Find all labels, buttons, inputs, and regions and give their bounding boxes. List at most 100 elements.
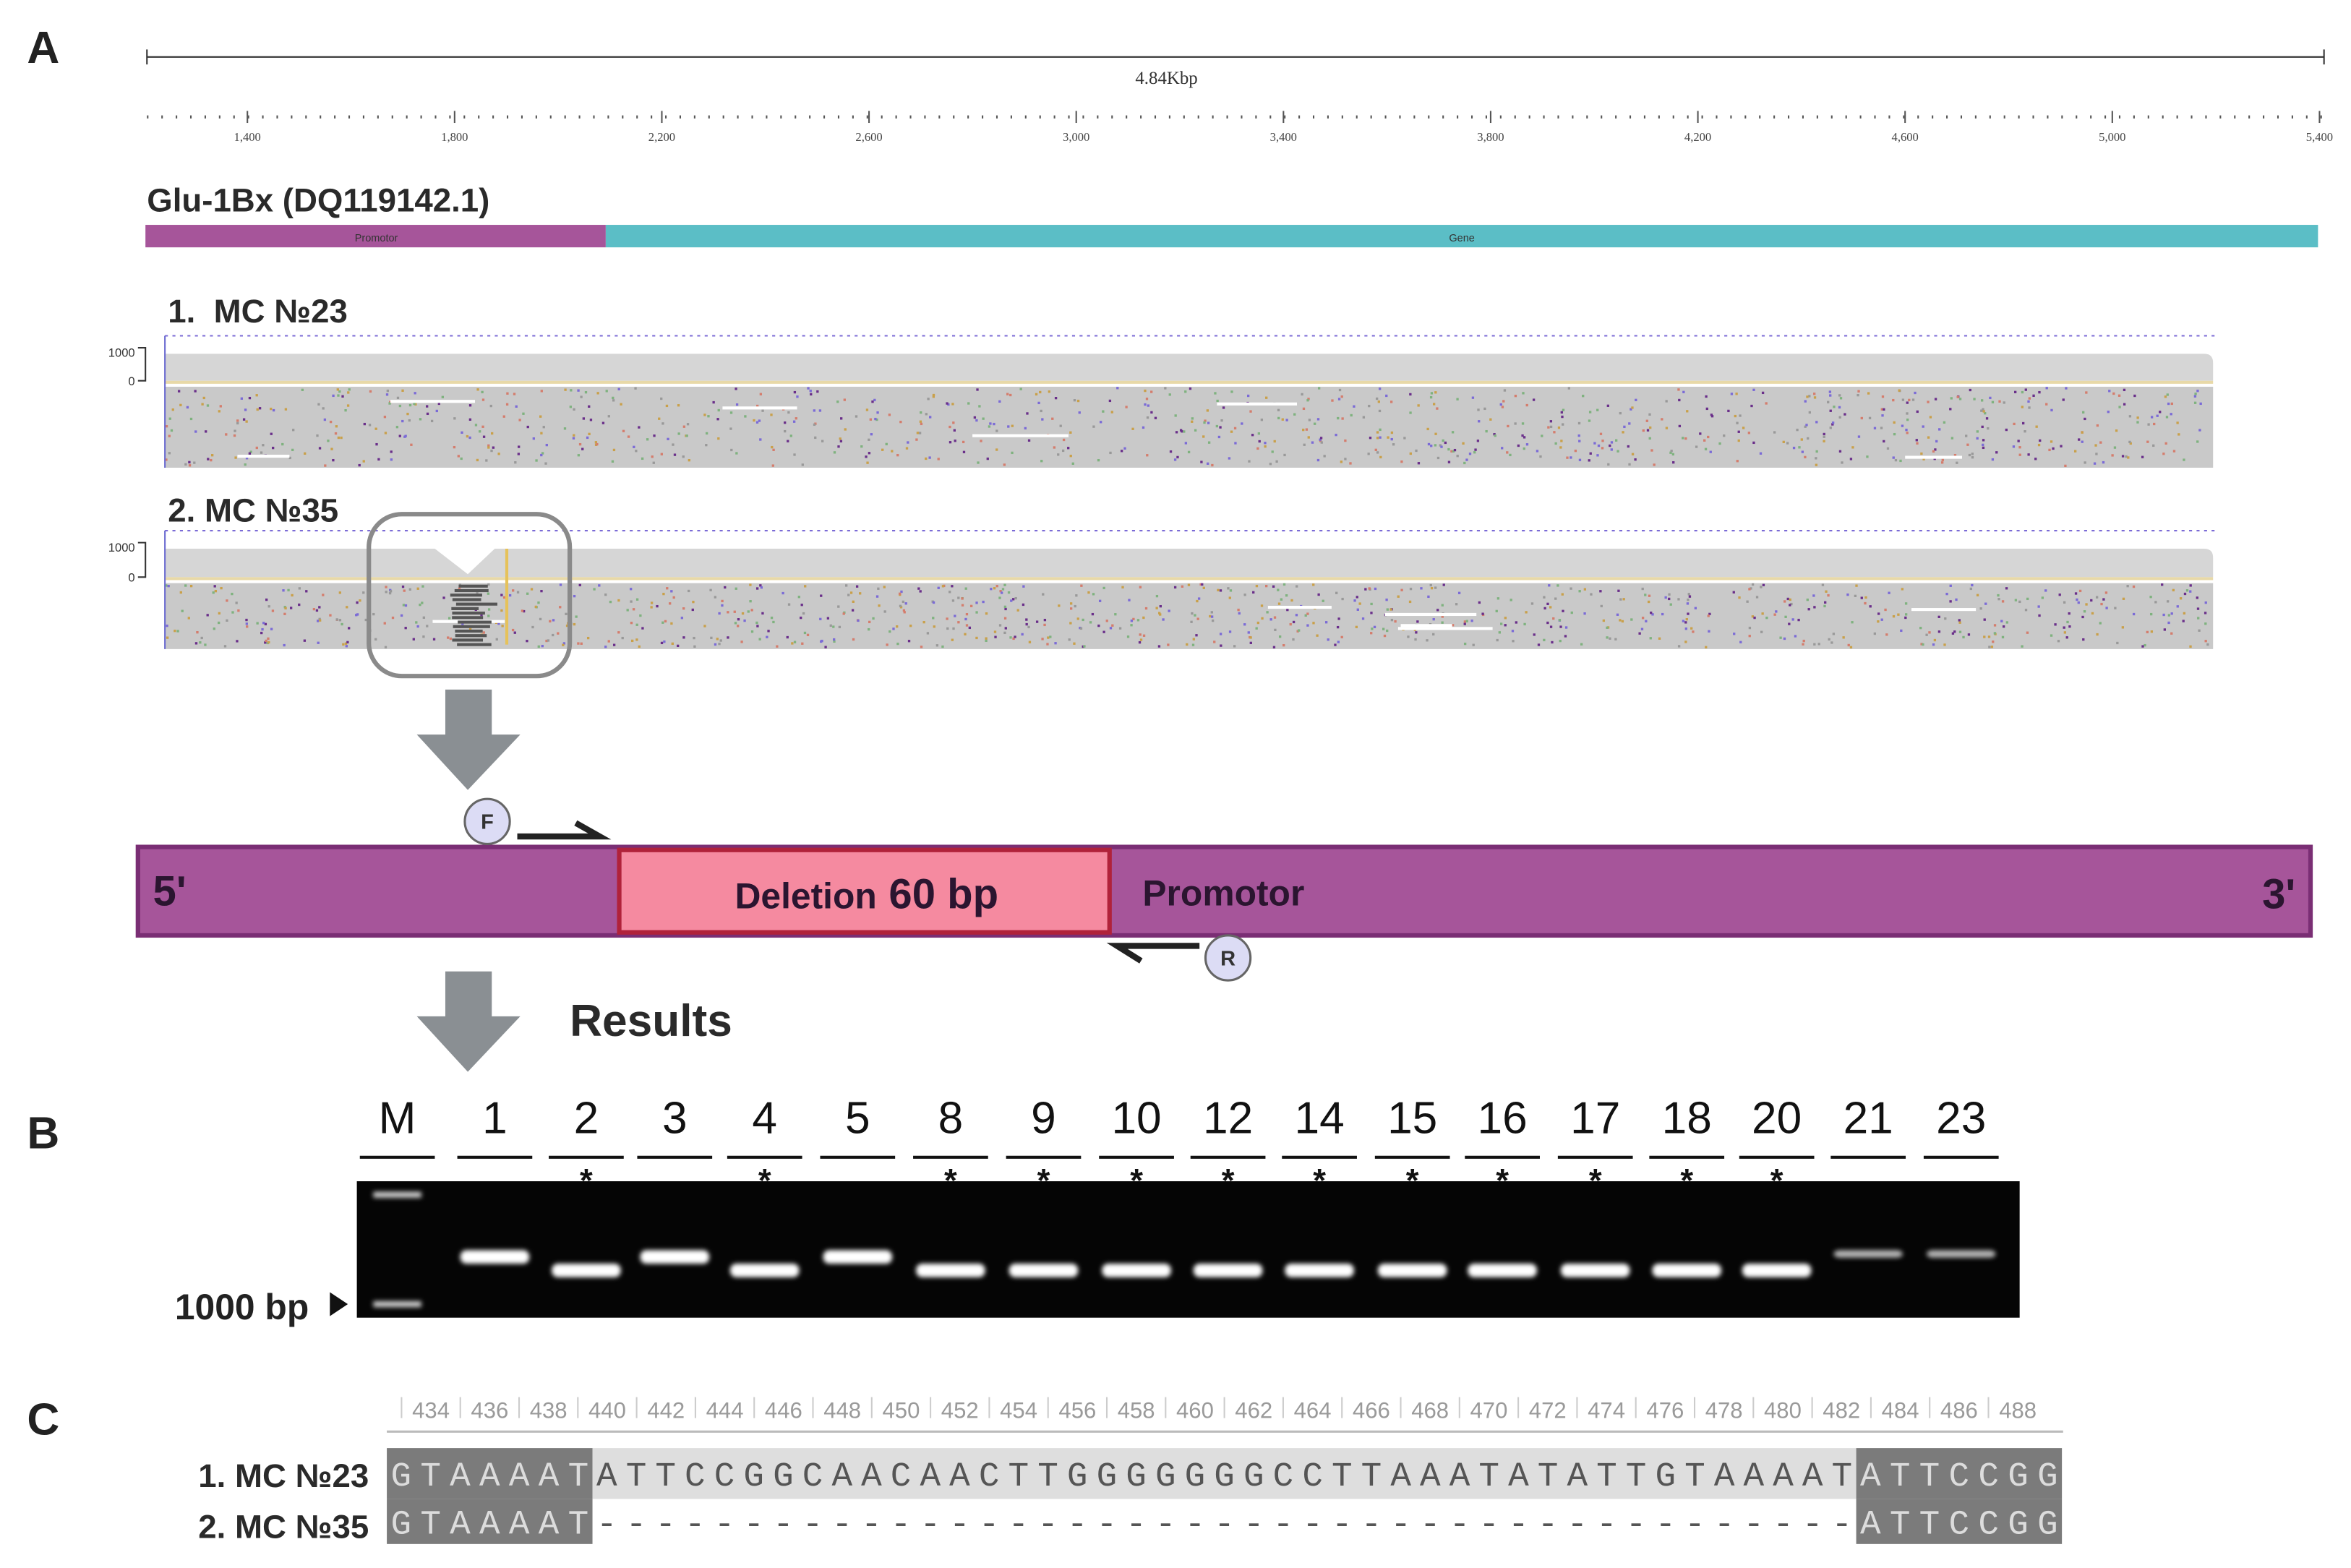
read-noise: [453, 445, 456, 449]
read-noise: [883, 610, 886, 613]
read-noise: [787, 411, 790, 414]
read-noise: [852, 600, 855, 603]
read-noise: [244, 463, 247, 466]
read-noise: [2204, 612, 2207, 614]
read-noise: [1241, 422, 1243, 425]
read-noise: [2082, 411, 2085, 414]
read-noise: [480, 613, 483, 617]
read-noise: [165, 458, 168, 461]
read-noise: [2114, 607, 2117, 609]
read-noise: [2128, 415, 2132, 418]
read-noise: [797, 596, 800, 599]
read-noise: [638, 426, 641, 429]
read-noise: [1414, 638, 1417, 641]
read-noise: [712, 400, 715, 404]
read-noise: [1567, 387, 1570, 390]
gel-band: [1193, 1264, 1263, 1277]
read-noise: [1280, 598, 1283, 601]
lane-label: 10: [1111, 1094, 1161, 1144]
read-noise: [1578, 590, 1581, 593]
read-noise: [526, 425, 529, 429]
read-noise: [1409, 587, 1413, 591]
read-noise: [650, 606, 653, 609]
deletion-read: [451, 607, 479, 610]
read-noise: [1983, 635, 1986, 638]
read-noise: [1786, 597, 1789, 601]
read-noise: [492, 446, 495, 449]
read-noise: [1543, 607, 1546, 610]
read-noise: [338, 591, 341, 594]
read-noise: [957, 621, 960, 624]
read-noise: [1982, 408, 1984, 411]
read-noise: [859, 592, 862, 595]
read-noise: [1622, 598, 1625, 601]
lane-label: 12: [1203, 1094, 1253, 1144]
read-noise: [951, 403, 954, 406]
lane-mark: *: [1770, 1162, 1783, 1199]
read-noise: [915, 438, 918, 441]
read-noise: [761, 612, 764, 615]
read-noise: [1049, 635, 1052, 638]
lane-mark: *: [580, 1162, 593, 1199]
read-noise: [1278, 635, 1282, 638]
read-noise: [2091, 612, 2094, 615]
sequence-block: [1856, 1448, 2063, 1499]
read-noise: [1831, 421, 1835, 424]
read-noise: [1578, 458, 1582, 461]
read-noise: [1915, 439, 1918, 442]
read-noise: [334, 432, 338, 435]
read-noise: [771, 445, 774, 449]
read-noise: [196, 630, 199, 634]
read-noise: [2066, 620, 2069, 624]
read-noise: [2021, 645, 2024, 648]
read-noise: [404, 434, 407, 437]
read-noise: [2153, 422, 2156, 426]
read-noise: [184, 584, 187, 587]
read-noise: [2136, 416, 2139, 419]
marker-label: 1000 bp: [175, 1287, 309, 1327]
read-noise: [1181, 585, 1184, 588]
read-noise: [1640, 627, 1644, 630]
read-noise: [1981, 425, 1984, 429]
read-noise: [2085, 603, 2088, 606]
read-noise: [964, 633, 967, 635]
read-noise: [2204, 640, 2207, 643]
read-noise: [2005, 621, 2008, 624]
read-noise: [961, 597, 964, 600]
read-noise: [1207, 421, 1210, 424]
read-noise: [1174, 414, 1177, 417]
read-noise: [2039, 439, 2042, 442]
read-noise: [999, 590, 1002, 593]
read-noise: [511, 628, 515, 632]
read-noise: [281, 442, 284, 446]
read-noise: [1684, 621, 1687, 624]
read-noise: [1082, 618, 1084, 622]
read-noise: [1661, 418, 1663, 421]
read-noise: [819, 617, 822, 620]
read-noise: [1730, 393, 1734, 395]
read-noise: [948, 441, 952, 444]
read-noise: [1206, 409, 1209, 412]
read-gap: [237, 454, 290, 458]
read-noise: [1089, 621, 1092, 624]
read-noise: [341, 395, 344, 398]
read-noise: [532, 437, 535, 440]
read-noise: [2115, 429, 2118, 432]
read-noise: [833, 451, 836, 454]
read-noise: [460, 457, 463, 460]
read-noise: [995, 585, 998, 588]
read-noise: [516, 591, 520, 594]
row-name: 2. MC №35: [198, 1509, 369, 1546]
read-noise: [1932, 643, 1935, 646]
read-noise: [1596, 454, 1599, 457]
read-noise: [573, 622, 576, 626]
read-noise: [2111, 454, 2114, 457]
position-label: 488: [1999, 1398, 2037, 1423]
ruler-label: 5,400: [2306, 130, 2333, 144]
read-noise: [1904, 613, 1908, 616]
lane-label: 20: [1752, 1094, 1802, 1144]
read-noise: [2060, 445, 2063, 447]
read-noise: [1004, 627, 1007, 630]
read-noise: [1976, 430, 1979, 433]
